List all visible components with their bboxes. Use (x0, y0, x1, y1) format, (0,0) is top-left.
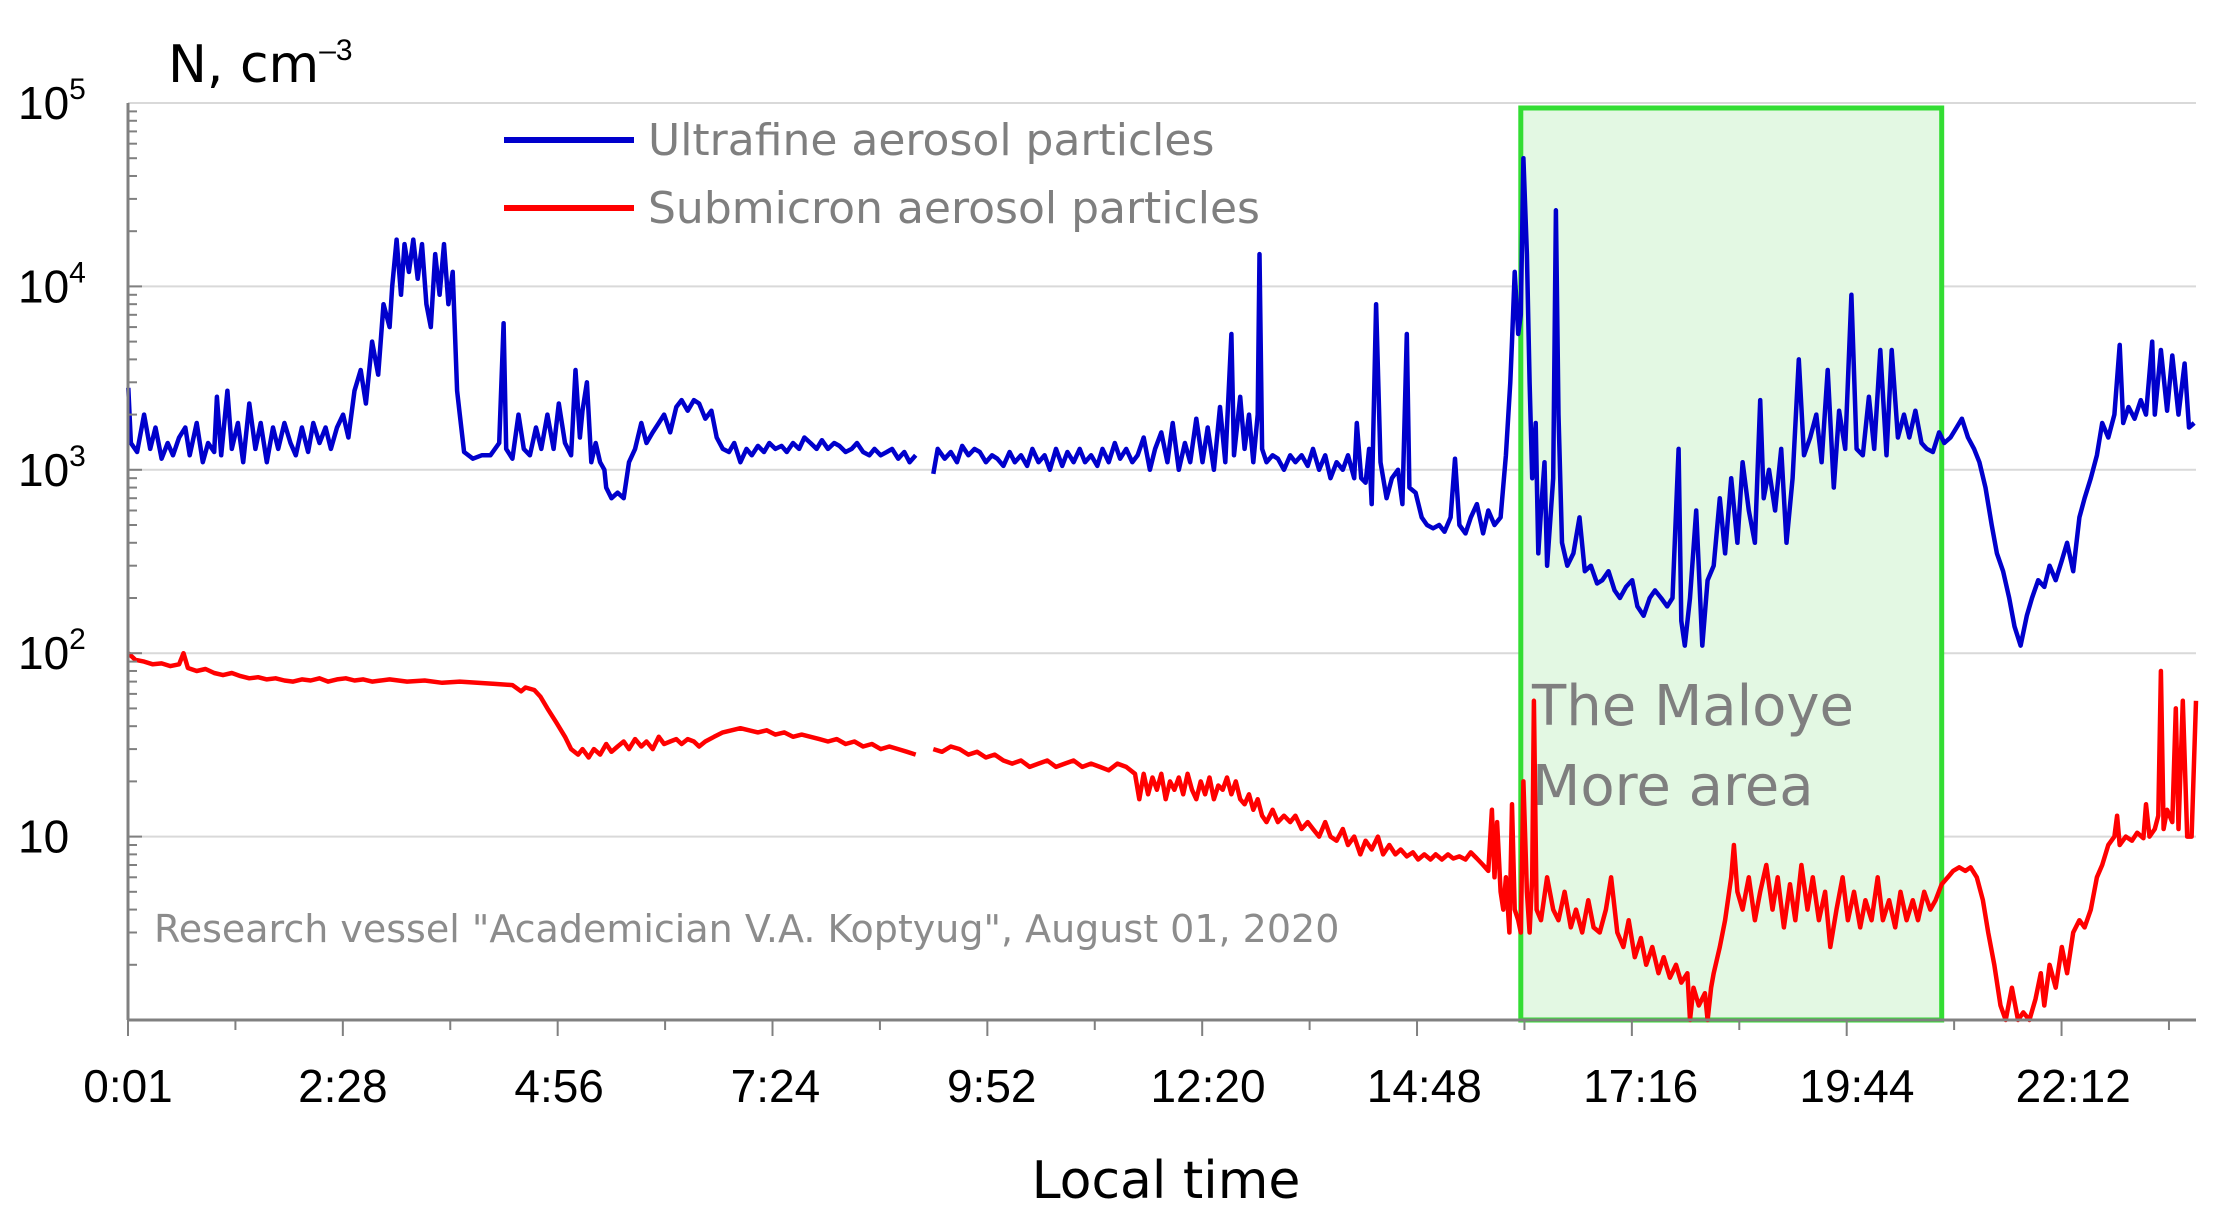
y-minor-ticks (128, 110, 142, 1021)
legend: Ultrafine aerosol particles Submicron ae… (504, 115, 1260, 234)
x-tick-label-1: 2:28 (298, 1060, 388, 1112)
x-tick-label-5: 12:20 (1150, 1060, 1265, 1112)
y-tick-label-2: 103 (18, 440, 86, 496)
y-axis-label: N, cm–3 (168, 34, 353, 95)
x-tick-label-0: 0:01 (83, 1060, 173, 1112)
x-tick-label-3: 7:24 (731, 1060, 821, 1112)
x-tick-label-7: 17:16 (1583, 1060, 1698, 1112)
legend-label-ultrafine: Ultrafine aerosol particles (648, 115, 1214, 166)
region-label-line2: More area (1532, 754, 1814, 819)
vessel-annotation: Research vessel "Academician V.A. Koptyu… (154, 907, 1339, 951)
x-tick-label-9: 22:12 (2016, 1060, 2131, 1112)
series-line-submicron (126, 650, 2199, 1023)
x-ticks (127, 1020, 2170, 1036)
x-tick-labels: 0:01 2:28 4:56 7:24 9:52 12:20 14:48 17:16 19:44… (83, 1060, 2131, 1112)
series-layer (126, 155, 2199, 1023)
y-tick-label-3: 102 (18, 623, 86, 679)
region-label-line1: The Maloye (1531, 674, 1854, 739)
y-tick-label-0: 105 (18, 73, 86, 129)
y-tick-labels: 105 104 103 102 10 (18, 73, 86, 863)
x-tick-label-4: 9:52 (947, 1060, 1037, 1112)
x-tick-label-6: 14:48 (1367, 1060, 1482, 1112)
y-tick-label-4: 10 (18, 811, 69, 863)
x-tick-label-8: 19:44 (1799, 1060, 1914, 1112)
y-tick-label-1: 104 (18, 256, 86, 312)
axes (126, 103, 2196, 1036)
x-axis-label: Local time (1032, 1151, 1301, 1211)
legend-label-submicron: Submicron aerosol particles (648, 183, 1260, 234)
series-line-ultrafine (126, 155, 2196, 648)
x-tick-label-2: 4:56 (514, 1060, 604, 1112)
